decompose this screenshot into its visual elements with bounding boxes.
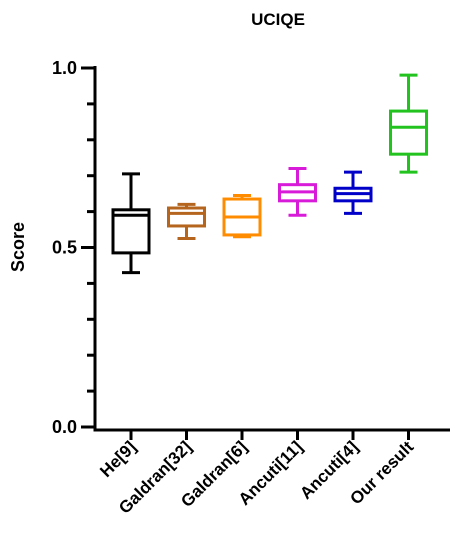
box-galdran-6 [222,193,262,239]
box-galdran-32 [167,202,206,241]
box-our-result [389,73,428,174]
iqr-box [167,206,206,228]
y-tick-label: 0.0 [52,417,77,437]
box-ancuti-11 [278,167,317,217]
axes: 0.0 0.5 1.0 [52,58,450,440]
category-labels: He[9]Galdran[32]Galdran[6]Ancuti[11]Ancu… [96,437,417,517]
y-tick-label: 0.5 [52,238,77,258]
y-tick-label: 1.0 [52,58,77,78]
y-axis-label: Score [8,222,28,272]
iqr-box [389,109,428,156]
chart-title: UCIQE [251,10,305,29]
iqr-box [111,208,151,255]
box-ancuti-4 [333,170,373,215]
category-label: He[9] [96,437,139,480]
boxes [111,73,428,275]
box-he-9 [111,172,151,275]
